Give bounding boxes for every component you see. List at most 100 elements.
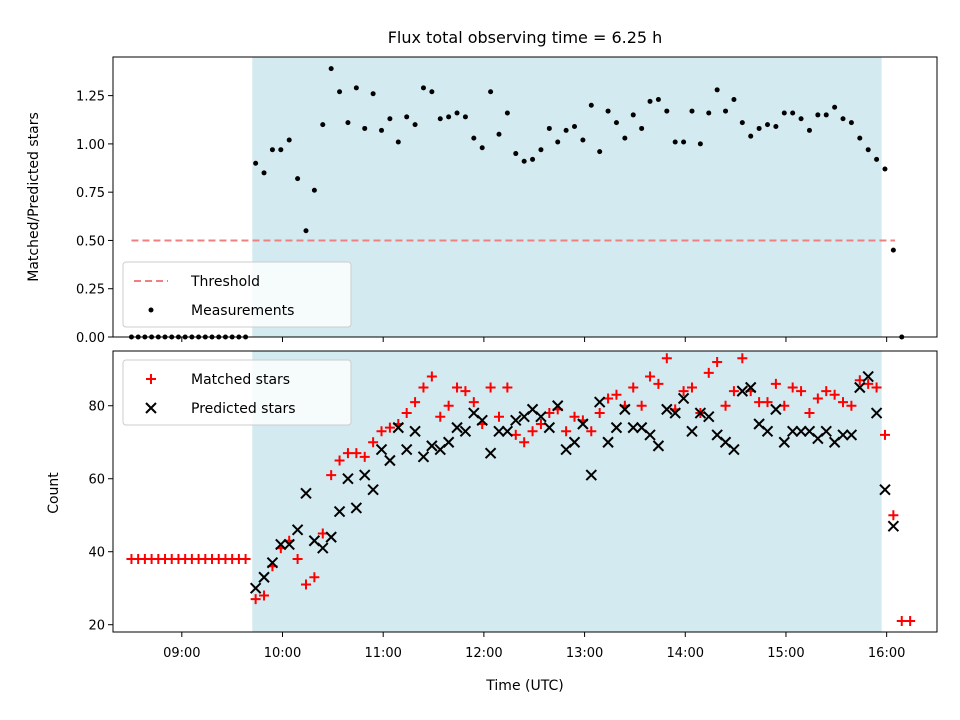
matched-point — [502, 382, 513, 393]
matched-point — [686, 382, 697, 393]
predicted-point — [400, 443, 413, 456]
legend-measurement-swatch — [148, 307, 154, 313]
measurement-point — [865, 147, 871, 153]
predicted-point — [417, 451, 430, 463]
measurement-point — [748, 133, 754, 139]
x-tick-label: 14:00 — [667, 646, 704, 661]
matched-point — [896, 616, 907, 627]
matched-point — [678, 386, 689, 397]
legend-label: Matched stars — [191, 372, 290, 388]
matched-point — [586, 426, 597, 437]
x-axis-label: Time (UTC) — [485, 678, 563, 694]
measurement-point — [286, 137, 292, 143]
predicted-point — [786, 425, 799, 437]
measurement-point — [479, 145, 485, 151]
legend-matched-swatch — [146, 374, 156, 384]
matched-point — [401, 408, 412, 419]
measurement-point — [496, 131, 502, 137]
measurement-point — [848, 120, 854, 126]
legend-box — [122, 261, 352, 328]
predicted-point — [568, 436, 581, 448]
bottom-panel: 20 40 60 80 09:00 10:00 11:00 12:00 13:00 14:00 15… — [88, 350, 938, 661]
matched-point — [879, 429, 890, 440]
bottom-y-axis-label: Count — [46, 472, 62, 514]
predicted-point — [552, 400, 564, 412]
predicted-point — [249, 582, 262, 594]
bottom-y-tick-label: 20 — [88, 619, 105, 634]
measurement-point — [462, 114, 468, 120]
matched-point — [426, 371, 437, 382]
measurement-point — [723, 108, 729, 114]
matched-point — [351, 448, 362, 459]
predicted-point — [375, 443, 388, 456]
measurement-point — [622, 135, 628, 141]
measurement-point — [488, 89, 494, 95]
matched-point — [334, 455, 345, 466]
measurement-point — [655, 96, 661, 102]
predicted-point — [870, 407, 883, 419]
predicted-point — [325, 531, 337, 543]
matched-point — [846, 400, 857, 411]
predicted-point — [820, 425, 832, 437]
matched-point — [838, 397, 849, 408]
measurement-point — [597, 149, 603, 155]
matched-point — [762, 397, 773, 408]
predicted-point — [795, 425, 807, 437]
x-tick-label: 16:00 — [868, 646, 905, 661]
bottom-y-tick-label: 40 — [88, 546, 105, 561]
x-tick-label: 09:00 — [163, 646, 200, 661]
measurement-point — [311, 187, 317, 193]
legend-label: Predicted stars — [191, 401, 296, 417]
predicted-point — [501, 425, 514, 437]
measurement-point — [756, 125, 762, 131]
matched-point — [871, 382, 882, 393]
measurement-point — [798, 116, 804, 122]
predicted-point — [426, 440, 438, 452]
measurement-point — [530, 156, 536, 162]
matched-point — [443, 400, 454, 411]
legend-label: Measurements — [191, 303, 294, 319]
measurement-point — [765, 122, 771, 128]
predicted-point — [283, 538, 295, 551]
predicted-point — [367, 483, 379, 496]
matched-point — [452, 382, 463, 393]
matched-point — [787, 382, 798, 393]
predicted-point — [854, 381, 866, 394]
predicted-point — [291, 524, 304, 536]
predicted-point — [770, 403, 782, 416]
predicted-point — [476, 414, 488, 427]
predicted-point — [627, 421, 639, 434]
bottom-axes-frame — [112, 350, 938, 633]
matched-point — [812, 393, 823, 404]
predicted-point — [778, 436, 790, 448]
measurement-point — [320, 122, 326, 128]
measurement-point — [630, 112, 636, 118]
top-y-tick-label: 0.00 — [76, 331, 105, 346]
predicted-point — [359, 469, 371, 481]
measurement-point — [278, 147, 284, 153]
x-tick-label: 12:00 — [465, 646, 502, 661]
matched-point — [636, 400, 647, 411]
predicted-point — [300, 487, 312, 500]
measurement-point — [840, 116, 846, 122]
measurement-point — [563, 127, 569, 133]
measurement-point — [706, 110, 712, 116]
predicted-point — [342, 473, 354, 485]
legend-box — [122, 359, 352, 426]
bottom-legend: Matched stars Predicted stars — [122, 359, 352, 426]
predicted-point — [384, 454, 396, 467]
predicted-point — [409, 425, 421, 437]
measurement-point — [773, 124, 779, 130]
matched-point — [376, 426, 387, 437]
predicted-point — [694, 407, 707, 419]
measurement-point — [664, 108, 670, 114]
measurement-point — [404, 114, 410, 120]
top-y-axis-label: Matched/Predicted stars — [26, 112, 42, 282]
measurement-point — [429, 89, 435, 95]
measurement-point — [815, 112, 821, 118]
measurement-point — [739, 120, 745, 126]
predicted-point — [317, 542, 329, 554]
top-observing-window-band — [252, 57, 882, 337]
predicted-point — [275, 538, 287, 551]
predicted-point — [610, 421, 623, 434]
